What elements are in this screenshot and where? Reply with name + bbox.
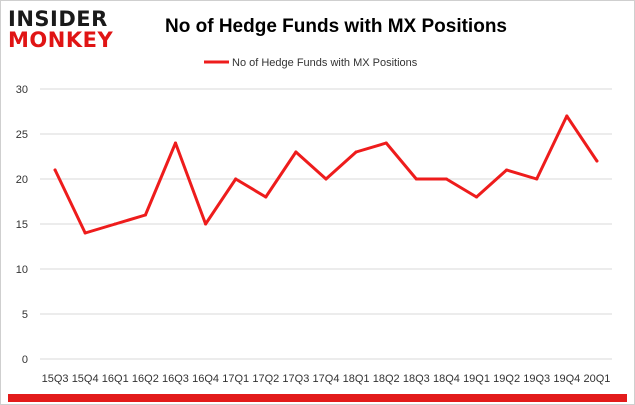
y-axis-ticks: 0 5 10 15 20 25 30 xyxy=(16,84,28,366)
data-point xyxy=(83,231,87,235)
x-tick-label: 19Q3 xyxy=(523,373,550,385)
x-tick-label: 18Q3 xyxy=(403,373,430,385)
x-tick-label: 16Q1 xyxy=(102,373,129,385)
x-tick-label: 16Q4 xyxy=(192,373,219,385)
chart-title: No of Hedge Funds with MX Positions xyxy=(165,16,507,37)
series-layer xyxy=(53,114,599,235)
data-point xyxy=(444,177,448,181)
x-tick-label: 17Q2 xyxy=(252,373,279,385)
x-tick-label: 19Q4 xyxy=(553,373,580,385)
x-tick-label: 19Q2 xyxy=(493,373,520,385)
footer-bar xyxy=(8,394,627,402)
legend-label: No of Hedge Funds with MX Positions xyxy=(232,57,418,69)
logo-top-text: INSIDER xyxy=(8,7,108,31)
y-tick-label: 5 xyxy=(22,309,28,321)
insider-monkey-logo: INSIDER MONKEY xyxy=(8,7,113,52)
x-tick-label: 16Q2 xyxy=(132,373,159,385)
data-point xyxy=(234,177,238,181)
data-point xyxy=(324,177,328,181)
data-point xyxy=(384,141,388,145)
legend: No of Hedge Funds with MX Positions xyxy=(204,57,418,69)
y-tick-label: 0 xyxy=(22,354,28,366)
data-point xyxy=(53,168,57,172)
x-tick-label: 18Q2 xyxy=(373,373,400,385)
data-point xyxy=(204,222,208,226)
x-tick-label: 18Q1 xyxy=(343,373,370,385)
x-tick-label: 17Q4 xyxy=(313,373,340,385)
data-point xyxy=(595,159,599,163)
x-tick-label: 16Q3 xyxy=(162,373,189,385)
data-point xyxy=(565,114,569,118)
y-tick-label: 30 xyxy=(16,84,28,96)
data-point xyxy=(173,141,177,145)
data-point xyxy=(505,168,509,172)
x-tick-label: 15Q4 xyxy=(72,373,99,385)
x-tick-label: 15Q3 xyxy=(42,373,69,385)
y-tick-label: 15 xyxy=(16,219,28,231)
data-point xyxy=(143,213,147,217)
y-tick-label: 25 xyxy=(16,129,28,141)
x-tick-label: 20Q1 xyxy=(583,373,610,385)
logo-bottom-text: MONKEY xyxy=(8,28,113,52)
y-tick-label: 20 xyxy=(16,174,28,186)
data-point xyxy=(294,150,298,154)
data-point xyxy=(264,195,268,199)
data-point xyxy=(535,177,539,181)
data-point xyxy=(475,195,479,199)
data-point xyxy=(354,150,358,154)
y-tick-label: 10 xyxy=(16,264,28,276)
x-tick-label: 17Q1 xyxy=(222,373,249,385)
data-point xyxy=(414,177,418,181)
data-point xyxy=(113,222,117,226)
x-tick-label: 17Q3 xyxy=(282,373,309,385)
x-axis-ticks: 15Q3 15Q4 16Q1 16Q2 16Q3 16Q4 17Q1 17Q2 17Q3 17Q4… xyxy=(42,373,611,385)
x-tick-label: 19Q1 xyxy=(463,373,490,385)
x-tick-label: 18Q4 xyxy=(433,373,460,385)
